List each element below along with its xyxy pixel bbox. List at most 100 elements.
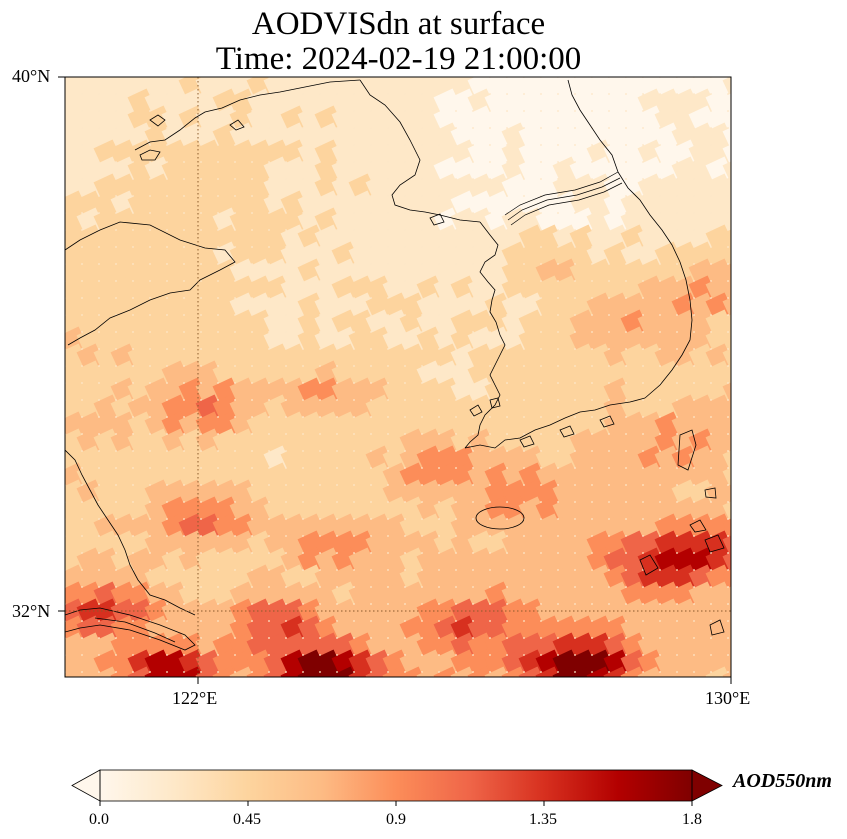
aod-cell — [110, 156, 139, 185]
aod-cell — [688, 360, 717, 389]
aod-cell — [535, 547, 564, 576]
aod-cell — [178, 377, 207, 406]
aod-cell — [501, 309, 530, 338]
aod-cell — [331, 292, 360, 321]
aod-cell — [637, 513, 666, 542]
aod-cell — [263, 666, 292, 677]
aod-cell — [76, 377, 105, 406]
aod-cell — [416, 275, 445, 304]
aod-cell — [620, 615, 649, 644]
aod-cell — [586, 445, 615, 474]
aod-cell — [65, 445, 88, 474]
aod-cell — [484, 530, 513, 559]
aod-cell — [433, 241, 462, 270]
aod-cell — [569, 649, 598, 677]
aod-cell — [501, 292, 530, 321]
aod-cell — [740, 446, 768, 474]
aod-cell — [603, 105, 632, 134]
aod-cell — [688, 241, 717, 270]
aod-cell — [178, 479, 207, 508]
aod-cell — [297, 462, 326, 491]
aod-cell — [501, 224, 530, 253]
aod-cell — [569, 190, 598, 219]
aod-cell — [671, 564, 700, 593]
aod-cell — [263, 275, 292, 304]
aod-cell — [314, 377, 343, 406]
colorbar-tick-0: 0.0 — [89, 811, 109, 828]
aod-cell — [484, 88, 513, 117]
aod-cell — [535, 581, 564, 610]
aod-cell — [586, 258, 615, 287]
aod-cell — [654, 547, 683, 576]
aod-cell — [382, 632, 411, 661]
aod-cell — [212, 530, 241, 559]
aod-cell — [552, 479, 581, 508]
aod-cell — [467, 190, 496, 219]
aod-cell — [365, 258, 394, 287]
aod-cell — [603, 394, 632, 423]
aod-cell — [229, 77, 258, 100]
aod-cell — [416, 377, 445, 406]
aod-cell — [195, 190, 224, 219]
aod-cell — [603, 241, 632, 270]
aod-cell — [450, 224, 479, 253]
aod-cell — [569, 530, 598, 559]
aod-cell — [178, 649, 207, 677]
aod-cell — [178, 343, 207, 372]
aod-cell — [484, 360, 513, 389]
aod-cell — [331, 615, 360, 644]
aod-cell — [246, 241, 275, 270]
aod-cell — [620, 632, 649, 661]
aod-cell — [76, 462, 105, 491]
aod-cell — [620, 258, 649, 287]
aod-cell — [518, 547, 547, 576]
aod-cell — [586, 309, 615, 338]
aod-cell — [501, 479, 530, 508]
aod-cell — [263, 411, 292, 440]
aod-cell — [212, 88, 241, 117]
aod-cell — [93, 394, 122, 423]
colorbar-tick-3: 1.35 — [529, 811, 557, 828]
aod-cell — [65, 77, 88, 100]
aod-cell — [212, 615, 241, 644]
aod-cell — [161, 445, 190, 474]
aod-cell — [654, 292, 683, 321]
aod-cell — [280, 241, 309, 270]
aod-cell — [246, 377, 275, 406]
aod-cell — [484, 77, 513, 100]
aod-cell — [127, 105, 156, 134]
aod-cell — [127, 343, 156, 372]
aod-cell — [518, 88, 547, 117]
aod-cell — [603, 309, 632, 338]
aod-cell — [467, 649, 496, 677]
aod-cell — [195, 292, 224, 321]
aod-cell — [586, 462, 615, 491]
aod-cell — [620, 122, 649, 151]
aod-cell — [399, 547, 428, 576]
aod-cell — [144, 105, 173, 134]
aod-cell — [654, 479, 683, 508]
aod-cell — [671, 224, 700, 253]
aod-cell — [740, 157, 768, 185]
aod-cell — [501, 343, 530, 372]
aod-cell — [331, 173, 360, 202]
aod-cell — [740, 633, 768, 661]
aod-cell — [552, 496, 581, 525]
aod-cell — [484, 326, 513, 355]
aod-cell — [65, 649, 88, 677]
aod-cell — [297, 615, 326, 644]
aod-cell — [569, 598, 598, 627]
aod-cell — [552, 598, 581, 627]
aod-cell — [110, 632, 139, 661]
aod-cell — [637, 105, 666, 134]
aod-cell — [450, 156, 479, 185]
aod-cell — [212, 445, 241, 474]
aod-cell — [331, 122, 360, 151]
aod-cell — [331, 411, 360, 440]
aod-cell — [212, 649, 241, 677]
aod-cell — [399, 394, 428, 423]
aod-cell — [671, 666, 700, 677]
aod-cell — [740, 361, 768, 389]
aod-cell — [705, 649, 731, 677]
aod-cell — [399, 479, 428, 508]
